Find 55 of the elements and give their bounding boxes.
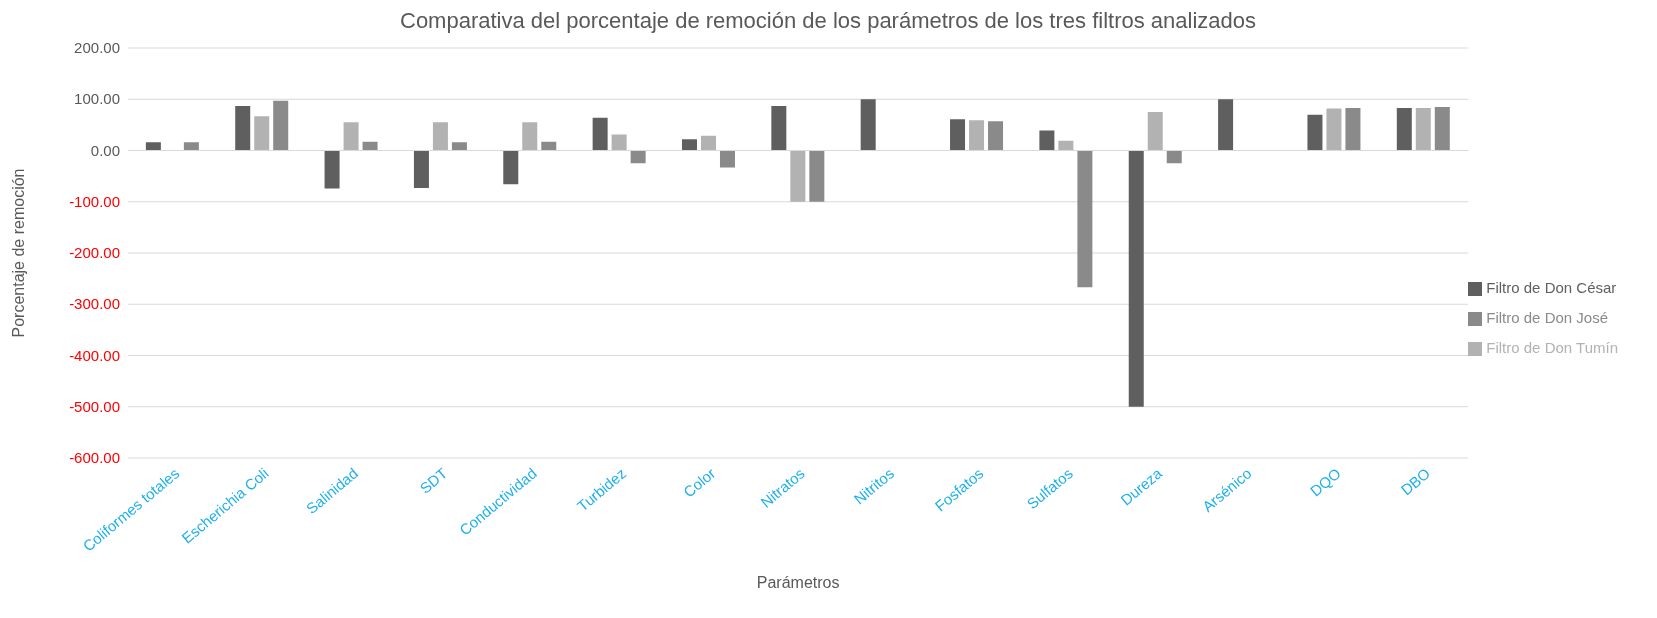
y-tick-label: -300.00 bbox=[69, 295, 120, 313]
bar bbox=[630, 150, 646, 164]
bar bbox=[1147, 112, 1163, 151]
bar bbox=[1128, 150, 1144, 407]
bar bbox=[860, 99, 876, 151]
bar bbox=[235, 105, 251, 151]
bar bbox=[611, 134, 627, 151]
chart-title: Comparativa del porcentaje de remoción de los parámetros de los tres filtros analizados bbox=[399, 8, 1257, 34]
bar bbox=[1307, 114, 1323, 151]
bar bbox=[503, 150, 519, 185]
bar bbox=[522, 122, 538, 151]
bar bbox=[1415, 107, 1431, 151]
bar bbox=[719, 150, 735, 168]
bar bbox=[592, 117, 608, 151]
legend-label: Filtro de Don José bbox=[1486, 309, 1609, 326]
bar bbox=[950, 119, 966, 151]
y-tick-label: -200.00 bbox=[69, 244, 120, 261]
bar bbox=[771, 105, 787, 151]
legend-label: Filtro de Don Tumín bbox=[1486, 339, 1618, 356]
y-tick-label: -600.00 bbox=[69, 449, 120, 466]
y-tick-label: -400.00 bbox=[69, 346, 120, 364]
bar bbox=[790, 150, 806, 202]
bar bbox=[324, 150, 340, 189]
bar bbox=[1218, 99, 1234, 151]
bar bbox=[183, 142, 199, 151]
bar bbox=[413, 150, 429, 188]
bar bbox=[1166, 150, 1182, 164]
bar bbox=[681, 139, 697, 151]
bar bbox=[1039, 130, 1055, 151]
y-tick-label: -100.00 bbox=[69, 192, 120, 210]
bar bbox=[1077, 150, 1093, 288]
bar bbox=[1345, 107, 1361, 151]
y-tick-label: 100.00 bbox=[74, 90, 120, 108]
bar bbox=[1396, 107, 1412, 151]
bar bbox=[451, 142, 467, 151]
legend-label: Filtro de Don César bbox=[1486, 279, 1617, 296]
bar bbox=[988, 121, 1004, 151]
bar bbox=[145, 142, 161, 151]
y-tick-label: 0.00 bbox=[90, 141, 120, 159]
bar bbox=[1058, 140, 1074, 151]
bar bbox=[700, 135, 716, 151]
bar bbox=[273, 100, 289, 151]
bar bbox=[1434, 106, 1450, 151]
bar bbox=[432, 122, 448, 151]
y-axis-title: Porcentaje de remoción bbox=[9, 168, 27, 338]
x-axis-title: Parámetros bbox=[756, 574, 840, 591]
bar bbox=[254, 116, 270, 151]
bar bbox=[809, 150, 825, 202]
y-tick-label: 200.00 bbox=[74, 39, 120, 56]
bar bbox=[343, 122, 359, 151]
bar bbox=[541, 141, 557, 151]
bar bbox=[1326, 108, 1342, 151]
bar bbox=[969, 120, 985, 151]
y-tick-label: -500.00 bbox=[69, 397, 120, 415]
bar bbox=[362, 141, 378, 151]
